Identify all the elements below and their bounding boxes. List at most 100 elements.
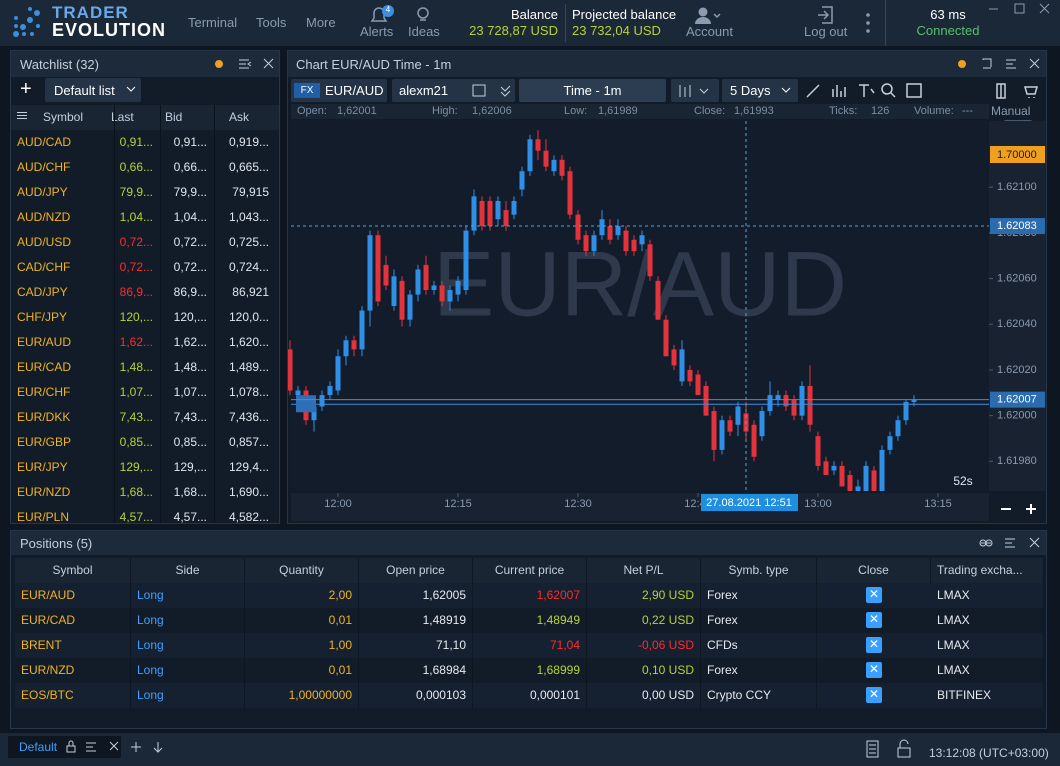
column-divider (114, 105, 115, 523)
cell-bid: 120,... (173, 310, 207, 324)
candle-body (759, 411, 765, 437)
window-controls[interactable] (986, 2, 1056, 16)
candle-body (887, 436, 893, 450)
account-label[interactable]: Account (686, 24, 733, 39)
close-button[interactable]: ✕ (866, 612, 882, 628)
menu-item[interactable]: Terminal (188, 15, 238, 30)
column-header: Current price (473, 558, 587, 583)
alerts-label[interactable]: Alerts (360, 24, 394, 39)
add-button[interactable]: + (20, 78, 32, 100)
watchlist-row[interactable]: AUD/JPY 79,9... 79,9... 79,915 (11, 180, 279, 205)
close-button[interactable]: ✕ (866, 662, 882, 678)
chart: EUR/AUD1.621001.620801.620601.620401.620… (288, 121, 1046, 521)
candle-body (479, 200, 485, 227)
info-label: Open: (297, 105, 327, 117)
range-box[interactable] (722, 79, 798, 102)
position-row[interactable]: EOS/BTC Long 1,00000000 0,000103 0,000101 0,0… (15, 683, 1044, 708)
close-x: ✕ (868, 662, 880, 676)
more-icon[interactable] (865, 12, 871, 34)
balance-label: Balance (511, 7, 558, 22)
x-tick-label: 12:15 (444, 498, 472, 510)
toolbar-icons[interactable] (471, 82, 531, 100)
fx-badge: FX (294, 83, 320, 98)
cell-ask: 7,436... (228, 410, 269, 424)
watchlist-row[interactable]: AUD/USD 0,72... 0,72... 0,725... (11, 230, 279, 255)
column-header: Symbol (43, 110, 84, 124)
workspace-name[interactable]: Default (19, 740, 58, 754)
position-row[interactable]: EUR/NZD Long 0,01 1,68984 1,68999 0,10 USD For… (15, 658, 1044, 683)
cell-open: 1,48919 (359, 608, 473, 633)
close-button[interactable]: ✕ (866, 587, 882, 603)
candle-body (535, 139, 541, 151)
status-icons[interactable] (858, 738, 918, 760)
ideas-icon[interactable] (414, 5, 432, 23)
countdown: 52s (953, 474, 972, 488)
watchlist-row[interactable]: CHF/JPY 120,... 120,... 120,0... (11, 305, 279, 330)
candle-body (815, 436, 821, 466)
candle-body (591, 235, 597, 252)
watchlist-row[interactable]: AUD/NZD 1,04... 1,04... 1,043... (11, 205, 279, 230)
list-name[interactable]: Default list (54, 83, 115, 98)
candle-body (639, 235, 645, 245)
chart-type-box[interactable] (671, 79, 719, 102)
cell-ask: 1,620... (228, 335, 269, 349)
watchlist-row[interactable]: EUR/PLN 4,57... 4,57... 4,582... (11, 505, 279, 523)
cell-pnl: 2,90 USD (587, 583, 701, 608)
cell-open: 0,000103 (359, 683, 473, 708)
watchlist-row[interactable]: EUR/CHF 1,07... 1,07... 1,078... (11, 380, 279, 405)
range[interactable]: 5 Days (730, 83, 771, 98)
panel-controls[interactable] (956, 57, 1044, 71)
account-icon[interactable] (693, 5, 723, 25)
watchlist-row[interactable]: EUR/NZD 1,68... 1,68... 1,690... (11, 480, 279, 505)
cell-current: 1,68999 (473, 658, 587, 683)
watchlist-row[interactable]: EUR/AUD 1,62... 1,62... 1,620... (11, 330, 279, 355)
candle-body (319, 395, 325, 407)
x-tick-label: 12:30 (564, 498, 592, 510)
watchlist-row[interactable]: AUD/CHF 0,66... 0,66... 0,665... (11, 155, 279, 180)
x-tick-label: 13:00 (804, 498, 832, 510)
list-selector[interactable] (45, 78, 141, 102)
watchlist-row[interactable]: CAD/CHF 0,72... 0,72... 0,724... (11, 255, 279, 280)
timeframe-box[interactable] (519, 79, 666, 102)
watchlist-row[interactable]: EUR/GBP 0,85... 0,85... 0,857... (11, 430, 279, 455)
account[interactable]: alexm21 (399, 83, 449, 98)
panel-header (11, 51, 279, 77)
close-button[interactable]: ✕ (866, 637, 882, 653)
candle-body (799, 385, 805, 416)
position-row[interactable]: EUR/AUD Long 2,00 1,62005 1,62007 2,90 USD For… (15, 583, 1044, 608)
cell-ask: 129,4... (228, 460, 269, 474)
menu-item[interactable]: Tools (256, 15, 287, 30)
info-label: Volume: (914, 105, 954, 117)
logout-icon[interactable] (816, 5, 836, 25)
cell-pnl: 0,10 USD (587, 658, 701, 683)
candle-body (839, 465, 845, 487)
position-row[interactable]: EUR/CAD Long 0,01 1,48919 1,48949 0,22 USD For… (15, 608, 1044, 633)
timeframe[interactable]: Time - 1m (563, 83, 622, 98)
symbol[interactable]: EUR/AUD (325, 83, 384, 98)
tab-icons[interactable] (66, 739, 166, 755)
info-value: 1,62001 (337, 105, 377, 117)
chart-type-icon[interactable] (676, 82, 716, 100)
ideas-label[interactable]: Ideas (408, 24, 440, 39)
candle-body (527, 139, 533, 172)
watchlist-row[interactable]: EUR/JPY 129,... 129,... 129,4... (11, 455, 279, 480)
bell-icon[interactable] (368, 4, 396, 26)
workspace-tab[interactable] (8, 736, 121, 758)
close-x: ✕ (868, 612, 880, 626)
watchlist-row[interactable]: EUR/DKK 7,43... 7,43... 7,436... (11, 405, 279, 430)
logout-label[interactable]: Log out (804, 24, 848, 39)
position-row[interactable]: BRENT Long 1,00 71,10 71,04 -0,06 USD CFDs ✕ LMA… (15, 633, 1044, 658)
menu-item[interactable]: More (306, 15, 336, 30)
watchlist-row[interactable]: CAD/JPY 86,9... 86,9... 86,921 (11, 280, 279, 305)
candle-body (543, 150, 549, 167)
tool-icons[interactable] (803, 81, 1043, 101)
cell-symbol: CAD/JPY (17, 285, 68, 299)
panel-controls[interactable] (977, 536, 1045, 550)
cell-side: Long (131, 683, 245, 708)
close-button[interactable]: ✕ (866, 687, 882, 703)
cell-ask: 0,724... (228, 260, 269, 274)
watchlist-row[interactable]: EUR/CAD 1,48... 1,48... 1,489... (11, 355, 279, 380)
zoom-controls[interactable] (1001, 504, 1036, 514)
watchlist-row[interactable]: AUD/CAD 0,91... 0,91... 0,919... (11, 130, 279, 155)
panel-controls[interactable] (211, 57, 277, 71)
